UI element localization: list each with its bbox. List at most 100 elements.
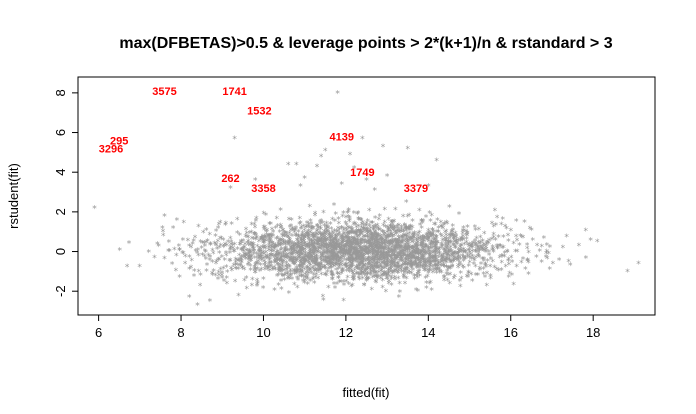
data-point: * (287, 236, 292, 246)
data-point: * (433, 254, 438, 264)
data-point: * (339, 243, 344, 253)
data-point: * (313, 210, 318, 220)
data-point: * (307, 270, 312, 280)
data-point: * (320, 232, 325, 242)
data-point: * (297, 241, 302, 251)
data-point: * (330, 254, 335, 264)
data-point: * (329, 247, 334, 257)
data-point: * (360, 255, 365, 265)
data-point: * (249, 255, 254, 265)
data-point: * (280, 264, 285, 274)
data-point: * (335, 242, 340, 252)
data-point: * (478, 265, 483, 275)
data-point: * (316, 249, 321, 259)
data-point: * (419, 250, 424, 260)
data-point: * (287, 275, 292, 285)
data-point: * (467, 246, 472, 256)
point-label: 262 (221, 173, 239, 185)
data-point: * (348, 248, 353, 258)
data-point: * (444, 256, 449, 266)
data-point: * (371, 246, 376, 256)
data-point: * (289, 216, 294, 226)
data-point: * (347, 249, 352, 259)
data-point: * (410, 265, 415, 275)
data-point: * (343, 243, 348, 253)
data-point: * (352, 210, 357, 220)
data-point: * (291, 260, 296, 270)
data-point: * (355, 265, 360, 275)
data-point: * (389, 231, 394, 241)
data-point: * (371, 235, 376, 245)
data-point: * (216, 238, 221, 248)
data-point: * (413, 248, 418, 258)
data-point: * (379, 253, 384, 263)
data-point: * (313, 244, 318, 254)
data-point: * (381, 256, 386, 266)
data-point: * (366, 250, 371, 260)
data-point: * (349, 243, 354, 253)
data-point: * (444, 219, 449, 229)
data-point: * (454, 245, 459, 255)
data-point: * (278, 242, 283, 252)
data-point: * (451, 251, 456, 261)
data-point: * (274, 257, 279, 267)
data-point: * (326, 223, 331, 233)
data-point: * (454, 240, 459, 250)
data-point: * (336, 225, 341, 235)
data-point: * (475, 244, 480, 254)
data-point: * (264, 212, 269, 222)
data-point: * (506, 238, 511, 248)
data-point: * (255, 277, 260, 287)
data-point: * (254, 261, 259, 271)
data-point: * (289, 245, 294, 255)
data-point: * (399, 239, 404, 249)
data-point: * (351, 236, 356, 246)
data-point: * (118, 247, 123, 257)
data-point: * (395, 270, 400, 280)
data-point: * (430, 254, 435, 264)
data-point: * (259, 257, 264, 267)
data-point: * (351, 246, 356, 256)
data-point: * (405, 235, 410, 245)
data-point: * (366, 230, 371, 240)
data-point: * (287, 275, 292, 285)
data-point: * (493, 207, 498, 217)
data-point: * (233, 278, 238, 288)
data-point: * (367, 237, 372, 247)
data-point: * (262, 245, 267, 255)
data-point: * (385, 232, 390, 242)
data-point: * (403, 269, 408, 279)
data-point: * (267, 234, 272, 244)
data-point: * (302, 241, 307, 251)
data-point: * (295, 284, 300, 294)
data-point: * (410, 255, 415, 265)
data-point: * (244, 274, 249, 284)
data-point: * (388, 246, 393, 256)
data-point: * (377, 256, 382, 266)
data-point: * (483, 248, 488, 258)
data-point: * (297, 263, 302, 273)
data-point: * (372, 266, 377, 276)
data-point: * (405, 265, 410, 275)
data-point: * (334, 211, 339, 221)
point-label: 3575 (152, 86, 176, 98)
data-point: * (484, 244, 489, 254)
data-point: * (330, 252, 335, 262)
data-point: * (396, 254, 401, 264)
data-point: * (404, 275, 409, 285)
data-point: * (375, 222, 380, 232)
data-point: * (355, 251, 360, 261)
data-point: * (373, 274, 378, 284)
data-point: * (403, 280, 408, 290)
data-point: * (269, 252, 274, 262)
data-point: * (239, 253, 244, 263)
data-point: * (351, 276, 356, 286)
data-point: * (373, 269, 378, 279)
data-point: * (446, 242, 451, 252)
data-point: * (246, 234, 251, 244)
data-point: * (308, 255, 313, 265)
data-point: * (453, 242, 458, 252)
data-point: * (323, 271, 328, 281)
data-point: * (407, 261, 412, 271)
data-point: * (381, 272, 386, 282)
